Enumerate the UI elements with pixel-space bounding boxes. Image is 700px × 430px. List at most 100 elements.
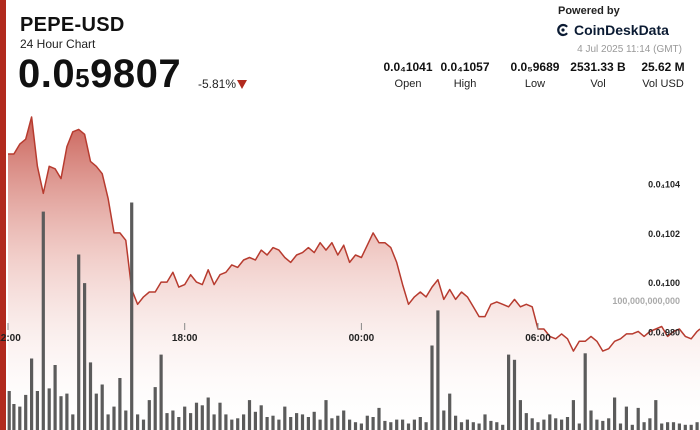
volume-bar xyxy=(524,413,528,430)
volume-bar xyxy=(565,417,570,430)
volume-bar xyxy=(489,420,493,430)
volume-bar xyxy=(336,415,340,430)
volume-bar xyxy=(589,410,593,430)
volume-bar xyxy=(542,419,546,430)
volume-bar xyxy=(83,283,87,430)
volume-bar xyxy=(648,418,652,430)
volume-bar xyxy=(47,388,51,430)
volume-bar xyxy=(353,422,358,430)
volume-bar xyxy=(41,211,45,430)
volume-bar xyxy=(224,414,228,430)
volume-bar xyxy=(218,402,222,430)
volume-bar xyxy=(642,422,646,430)
volume-bar xyxy=(465,419,469,430)
volume-bar xyxy=(401,419,405,430)
stat-value: 0.0₄1041 xyxy=(383,60,433,74)
volume-bar xyxy=(442,410,446,430)
volume-bar xyxy=(677,423,681,430)
volume-bar xyxy=(130,202,134,430)
stat-label: Vol xyxy=(590,78,606,90)
volume-bar xyxy=(548,414,552,430)
volume-bar xyxy=(53,365,57,430)
volume-bar xyxy=(324,400,328,430)
timestamp: 4 Jul 2025 11:14 (GMT) xyxy=(577,44,682,55)
volume-bar xyxy=(448,393,452,430)
volume-bar xyxy=(94,393,98,430)
volume-bar xyxy=(695,422,699,430)
volume-bar xyxy=(177,417,181,430)
down-arrow-icon xyxy=(237,80,247,89)
volume-bar xyxy=(483,414,487,430)
price-tick-label: 0.0₄980 xyxy=(648,327,680,337)
volume-bar xyxy=(666,422,670,430)
volume-bar xyxy=(71,414,75,430)
volume-bar xyxy=(153,387,157,430)
volume-bar xyxy=(571,400,575,430)
volume-axis-label: 100,000,000,000 xyxy=(612,296,680,306)
volume-bar xyxy=(507,354,511,430)
volume-bar xyxy=(377,407,381,430)
volume-bar xyxy=(554,418,558,430)
volume-bar xyxy=(371,417,375,430)
volume-bar xyxy=(518,400,522,430)
price-change: -5.81% xyxy=(198,77,237,91)
volume-bar xyxy=(671,422,676,430)
volume-bar xyxy=(30,358,34,430)
volume-bar xyxy=(595,419,599,430)
price-subscript: 5 xyxy=(75,63,91,93)
symbol-title: PEPE-USD xyxy=(20,14,125,36)
stat-vol: 2531.33 B Vol xyxy=(565,60,631,90)
volume-bar xyxy=(683,424,687,430)
stat-label: High xyxy=(453,78,477,90)
time-tick-label: 12:00 xyxy=(0,333,21,344)
volume-bar xyxy=(212,414,216,430)
volume-bar xyxy=(230,419,234,430)
brand-logo[interactable]: CoinDeskData xyxy=(556,22,669,38)
volume-bar xyxy=(365,415,369,430)
volume-bar xyxy=(630,424,634,430)
volume-bar xyxy=(253,411,257,430)
accent-bar xyxy=(0,0,6,430)
volume-bar xyxy=(624,406,628,430)
volume-bar xyxy=(242,414,246,430)
volume-bar xyxy=(424,422,428,430)
volume-bar xyxy=(395,419,399,430)
volume-bar xyxy=(306,417,310,430)
volume-bar xyxy=(183,406,187,430)
volume-bar xyxy=(459,422,464,430)
price-prefix: 0.0 xyxy=(18,52,76,96)
volume-bar xyxy=(206,397,210,430)
stat-label: Open xyxy=(394,78,422,90)
volume-bar xyxy=(418,417,422,430)
price-tick-label: 0.0₄102 xyxy=(648,229,680,239)
volume-bar xyxy=(495,422,499,430)
volume-bar xyxy=(512,359,517,430)
volume-bar xyxy=(271,415,275,430)
volume-bar xyxy=(430,345,434,430)
price-tick-label: 0.0₄104 xyxy=(648,180,680,190)
volume-bar xyxy=(295,413,299,430)
stat-vol-usd: 25.62 M Vol USD xyxy=(632,60,694,90)
stat-label: Vol USD xyxy=(642,78,684,90)
volume-bar xyxy=(59,396,63,430)
volume-bar xyxy=(560,419,564,430)
volume-bar xyxy=(7,391,11,430)
brand-name: CoinDeskData xyxy=(574,22,669,38)
volume-bar xyxy=(613,397,617,430)
volume-bar xyxy=(383,420,387,430)
volume-bar xyxy=(88,362,93,430)
volume-bar xyxy=(259,405,263,430)
current-price: 0.059807 xyxy=(18,52,181,97)
volume-bar xyxy=(100,384,104,430)
volume-bar xyxy=(289,417,293,430)
volume-bar xyxy=(124,410,128,430)
volume-bar xyxy=(601,420,605,430)
volume-bar xyxy=(24,394,28,430)
volume-bar xyxy=(618,423,623,430)
volume-bar xyxy=(106,414,110,430)
price-line xyxy=(8,116,700,352)
volume-bar xyxy=(536,422,540,430)
volume-bar xyxy=(607,418,611,430)
